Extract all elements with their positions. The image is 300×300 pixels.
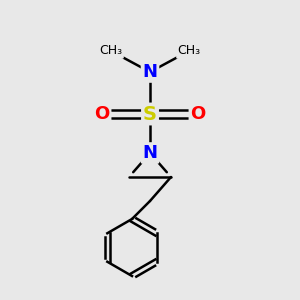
Text: O: O: [94, 105, 110, 123]
Text: N: N: [142, 63, 158, 81]
Text: O: O: [190, 105, 206, 123]
Text: CH₃: CH₃: [177, 44, 201, 58]
Text: N: N: [142, 144, 158, 162]
Text: S: S: [143, 104, 157, 124]
Text: CH₃: CH₃: [99, 44, 123, 58]
